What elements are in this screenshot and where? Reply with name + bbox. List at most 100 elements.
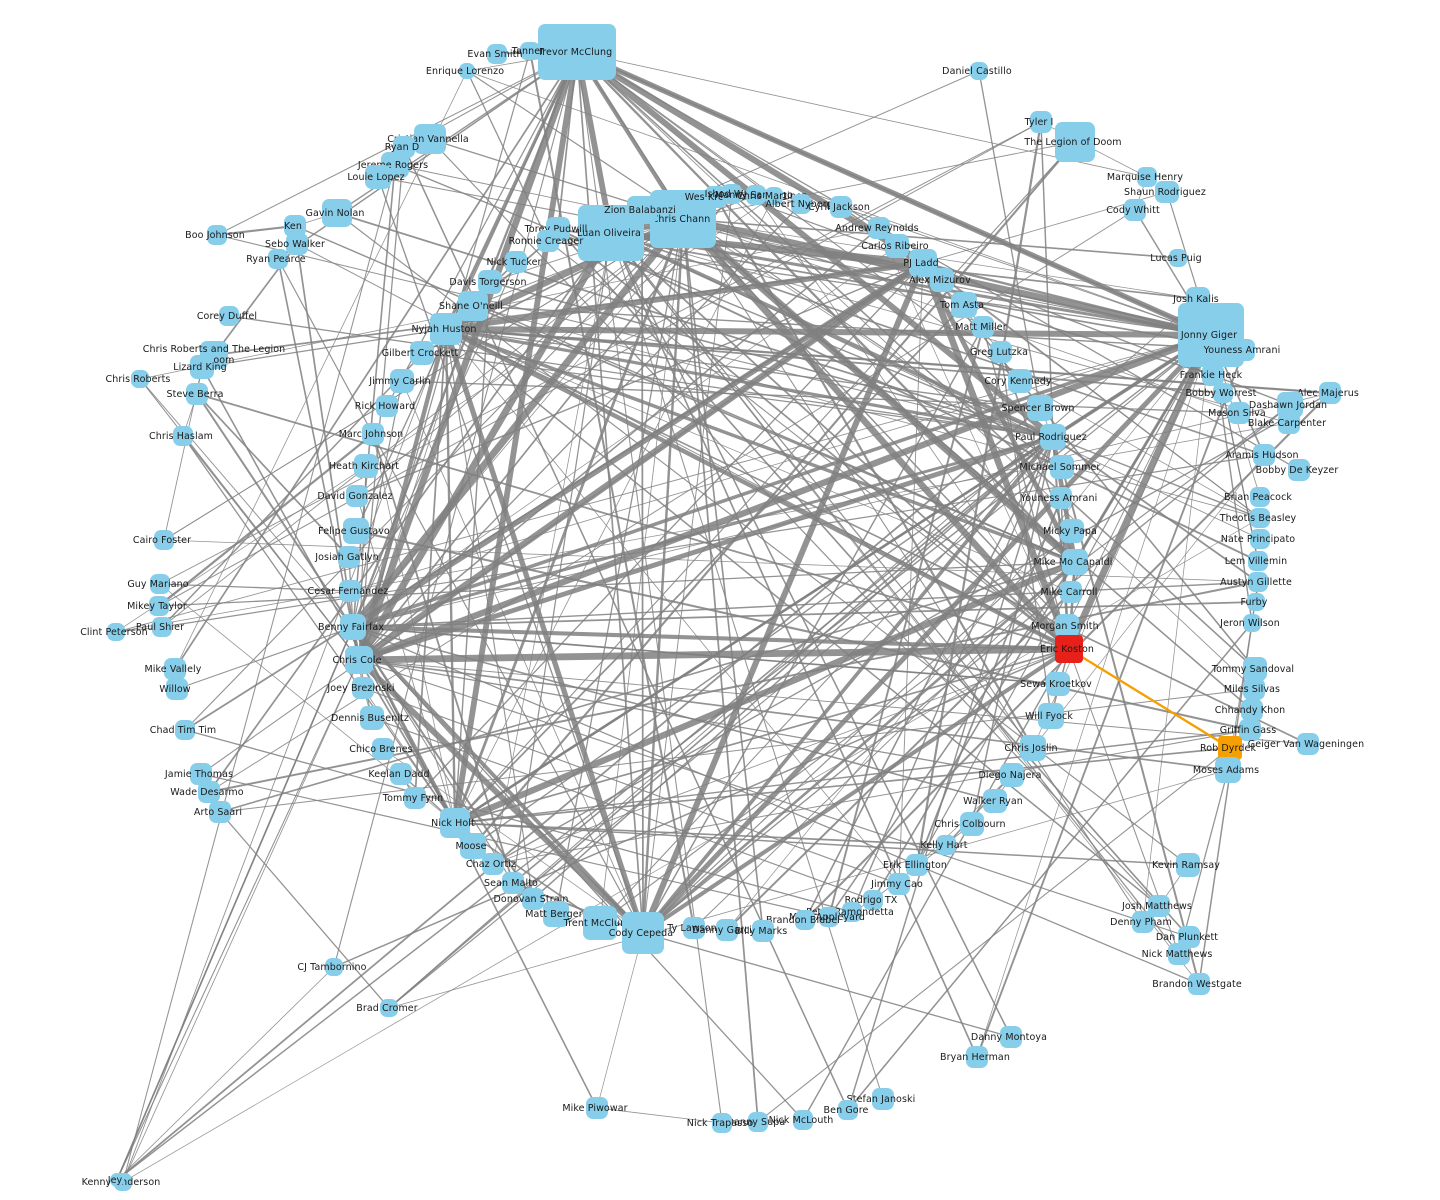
- graph-node[interactable]: [1008, 369, 1032, 393]
- graph-node[interactable]: [198, 781, 220, 803]
- graph-node[interactable]: [1000, 1026, 1022, 1048]
- graph-node[interactable]: [1243, 614, 1261, 632]
- graph-node[interactable]: [1228, 402, 1250, 424]
- graph-node[interactable]: [746, 185, 766, 205]
- graph-node[interactable]: [207, 225, 227, 245]
- graph-node[interactable]: [478, 270, 502, 294]
- graph-node[interactable]: [970, 62, 988, 80]
- graph-node[interactable]: [376, 395, 398, 417]
- graph-node[interactable]: [1055, 614, 1079, 638]
- graph-node[interactable]: [960, 812, 984, 836]
- graph-node[interactable]: [765, 187, 783, 205]
- graph-node[interactable]: [352, 677, 374, 699]
- graph-node[interactable]: [173, 426, 193, 446]
- graph-node[interactable]: [190, 355, 214, 379]
- graph-node[interactable]: [1038, 703, 1064, 729]
- graph-node[interactable]: [190, 763, 212, 785]
- graph-node[interactable]: [131, 370, 149, 388]
- graph-node[interactable]: [537, 230, 559, 252]
- graph-node[interactable]: [1250, 487, 1270, 507]
- graph-node[interactable]: [1062, 549, 1088, 575]
- graph-node[interactable]: [1215, 757, 1241, 783]
- graph-node[interactable]: [872, 1088, 894, 1110]
- graph-node[interactable]: [716, 919, 738, 941]
- graph-node[interactable]: [1020, 735, 1046, 761]
- graph-node[interactable]: [390, 763, 412, 785]
- graph-node[interactable]: [683, 917, 705, 939]
- graph-node[interactable]: [286, 233, 308, 255]
- graph-node[interactable]: [622, 912, 664, 954]
- graph-node[interactable]: [990, 341, 1012, 363]
- graph-node[interactable]: [149, 596, 169, 616]
- graph-node[interactable]: [338, 546, 360, 568]
- graph-node[interactable]: [1297, 733, 1319, 755]
- graph-node[interactable]: [152, 617, 172, 637]
- graph-node[interactable]: [458, 291, 488, 321]
- graph-node[interactable]: [360, 706, 384, 730]
- graph-node[interactable]: [414, 124, 446, 154]
- graph-node[interactable]: [154, 530, 174, 550]
- graph-node[interactable]: [1248, 572, 1268, 592]
- graph-node[interactable]: [583, 906, 617, 940]
- graph-node[interactable]: [1132, 911, 1154, 933]
- graph-node[interactable]: [487, 44, 507, 64]
- graph-node[interactable]: [107, 623, 125, 641]
- graph-node[interactable]: [343, 518, 369, 544]
- graph-node[interactable]: [930, 268, 954, 292]
- graph-node[interactable]: [1050, 455, 1074, 479]
- graph-node[interactable]: [1040, 424, 1066, 450]
- graph-node[interactable]: [1060, 519, 1084, 543]
- graph-node[interactable]: [793, 1110, 813, 1130]
- graph-node[interactable]: [345, 646, 373, 674]
- graph-node[interactable]: [842, 902, 862, 922]
- graph-node[interactable]: [502, 872, 524, 894]
- graph-node[interactable]: [268, 249, 288, 269]
- graph-node[interactable]: [340, 614, 366, 640]
- graph-node[interactable]: [284, 215, 306, 237]
- graph-node[interactable]: [460, 833, 486, 859]
- graph-node[interactable]: [1046, 672, 1070, 696]
- graph-node[interactable]: [354, 454, 378, 478]
- graph-node[interactable]: [365, 165, 391, 189]
- graph-node[interactable]: [339, 580, 361, 602]
- graph-node[interactable]: [748, 1112, 768, 1132]
- graph-node[interactable]: [795, 910, 815, 930]
- graph-node[interactable]: [1213, 383, 1233, 403]
- graph-node[interactable]: [390, 369, 414, 393]
- graph-node[interactable]: [830, 196, 852, 218]
- graph-node[interactable]: [522, 888, 544, 910]
- graph-node[interactable]: [1319, 382, 1341, 404]
- graph-node[interactable]: [966, 1046, 988, 1068]
- graph-node[interactable]: [712, 1113, 732, 1133]
- graph-node[interactable]: [863, 890, 883, 910]
- graph-node[interactable]: [1168, 943, 1190, 965]
- graph-node[interactable]: [972, 316, 994, 338]
- graph-node[interactable]: [543, 901, 569, 927]
- graph-node[interactable]: [186, 383, 208, 405]
- graph-node[interactable]: [752, 920, 774, 942]
- graph-node[interactable]: [1155, 181, 1179, 203]
- graph-node[interactable]: [1243, 678, 1265, 700]
- graph-node[interactable]: [936, 835, 956, 855]
- graph-node[interactable]: [410, 341, 434, 365]
- graph-node[interactable]: [1176, 853, 1200, 877]
- graph-node[interactable]: [1241, 699, 1263, 721]
- graph-node[interactable]: [1188, 973, 1210, 995]
- graph-node[interactable]: [175, 720, 195, 740]
- graph-node[interactable]: [1250, 508, 1270, 528]
- graph-node[interactable]: [1124, 199, 1146, 221]
- graph-node[interactable]: [838, 1100, 858, 1120]
- graph-node[interactable]: [819, 907, 839, 927]
- graph-node[interactable]: [705, 186, 727, 208]
- graph-node[interactable]: [1288, 459, 1310, 481]
- graph-node[interactable]: [325, 958, 343, 976]
- graph-node[interactable]: [1253, 444, 1275, 466]
- graph-node[interactable]: [346, 485, 368, 507]
- graph-node[interactable]: [150, 574, 170, 594]
- graph-node[interactable]: [1055, 635, 1083, 663]
- graph-node[interactable]: [1247, 593, 1265, 611]
- graph-node[interactable]: [627, 196, 657, 224]
- graph-node[interactable]: [1030, 111, 1052, 133]
- graph-node[interactable]: [906, 854, 928, 876]
- graph-node[interactable]: [538, 24, 616, 80]
